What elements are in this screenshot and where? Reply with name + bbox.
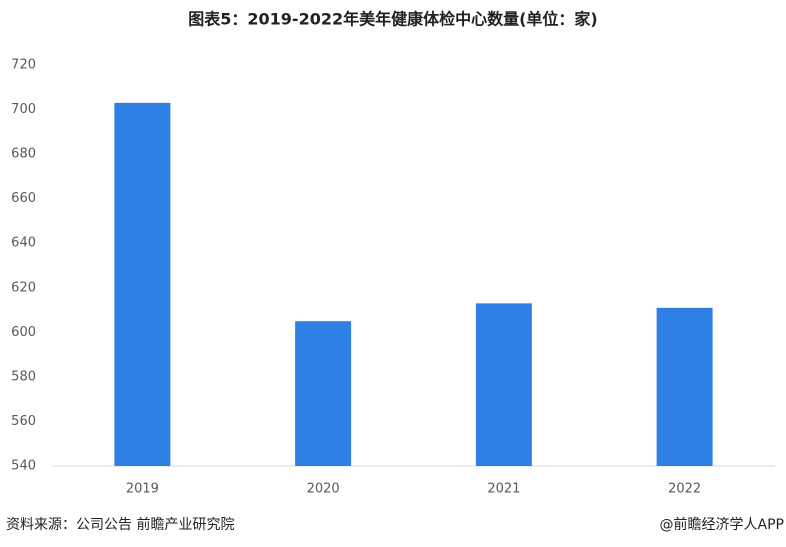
y-tick-label: 540 — [11, 459, 36, 474]
source-note: 资料来源：公司公告 前瞻产业研究院 — [6, 516, 234, 533]
y-tick-label: 620 — [11, 280, 36, 295]
y-tick-label: 580 — [11, 369, 36, 384]
y-tick-label: 700 — [11, 102, 36, 117]
chart-title: 图表5：2019-2022年美年健康体检中心数量(单位：家) — [188, 10, 597, 29]
x-tick-label: 2022 — [668, 482, 701, 497]
y-tick-label: 720 — [11, 58, 36, 73]
credit: @前瞻经济学人APP — [660, 516, 784, 533]
y-tick-label: 640 — [11, 236, 36, 251]
x-tick-label: 2021 — [487, 482, 520, 497]
y-tick-label: 680 — [11, 147, 36, 162]
bar — [475, 303, 532, 466]
bar — [295, 321, 352, 466]
y-tick-label: 600 — [11, 325, 36, 340]
y-tick-label: 660 — [11, 191, 36, 206]
bar — [114, 102, 171, 466]
bar — [656, 307, 713, 466]
y-tick-label: 560 — [11, 414, 36, 429]
x-tick-label: 2020 — [307, 482, 340, 497]
x-tick-label: 2019 — [126, 482, 159, 497]
